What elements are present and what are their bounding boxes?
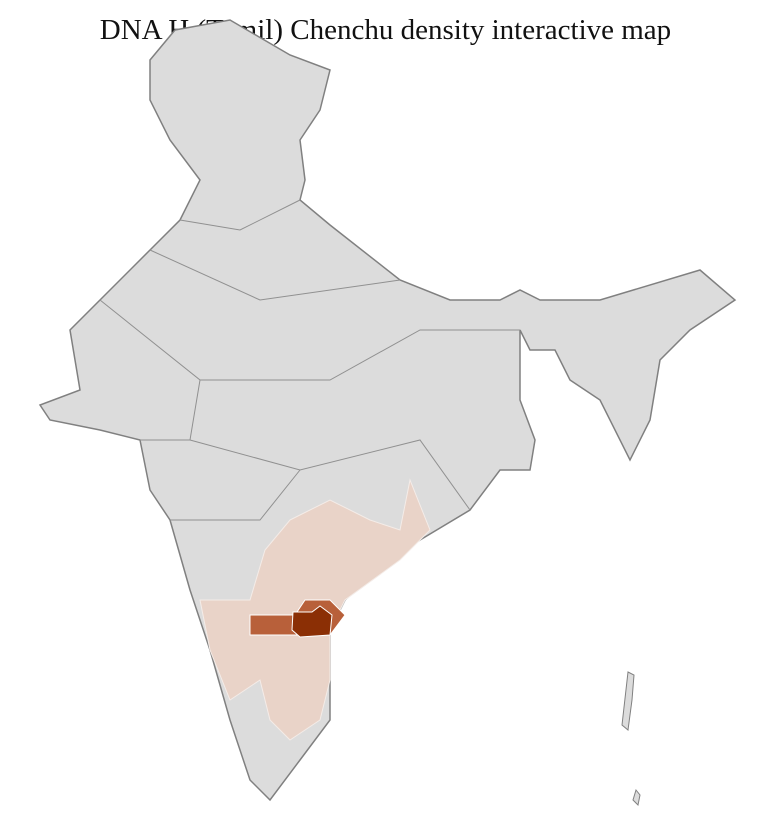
andaman-nicobar-islands[interactable]	[621, 671, 641, 807]
state-borders	[99, 199, 520, 521]
region-high-density[interactable]	[291, 605, 333, 638]
